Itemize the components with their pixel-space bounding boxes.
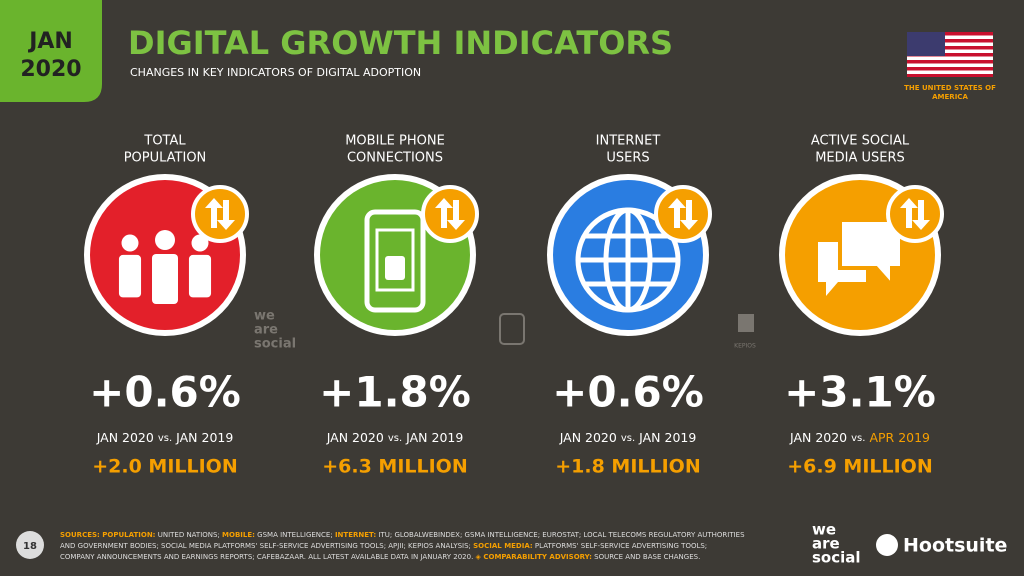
- change-arrows: [900, 198, 930, 230]
- icon-part: [364, 209, 426, 313]
- period-vs: vs.: [851, 433, 865, 444]
- icon-part: [188, 254, 212, 298]
- absolute-change: +2.0 MILLION: [92, 456, 238, 478]
- indicator-label: MEDIA USERS: [815, 151, 905, 166]
- icon-part: [191, 234, 209, 252]
- change-value: +0.6%: [89, 368, 241, 417]
- indicator-label: TOTAL: [143, 134, 186, 149]
- sources-segment: UNITED NATIONS;: [155, 531, 222, 539]
- change-arrows: [668, 198, 698, 230]
- sources-segment: SOURCES: POPULATION:: [60, 531, 156, 539]
- period-to: JAN 2019: [405, 430, 463, 445]
- flag: [907, 32, 993, 77]
- change-value: +3.1%: [784, 368, 936, 417]
- logo: are: [812, 535, 840, 553]
- period-from: JAN 2020: [559, 430, 617, 445]
- period-from: JAN 2020: [789, 430, 847, 445]
- absolute-change: +6.3 MILLION: [322, 456, 468, 478]
- change-badge: [421, 185, 479, 243]
- badge-year: 2020: [20, 57, 81, 82]
- date-badge: [0, 0, 102, 102]
- hootsuite-owl: [876, 534, 898, 556]
- change-arrows: [435, 198, 465, 230]
- sources-segment: ◈ COMPARABILITY ADVISORY:: [476, 553, 593, 561]
- icon-part: [121, 234, 139, 252]
- badge-month: JAN: [27, 29, 73, 54]
- sources-line: COMPANY ANNOUNCEMENTS AND EARNINGS REPOR…: [60, 553, 700, 561]
- period-from: JAN 2020: [326, 430, 384, 445]
- page-circle: [16, 531, 44, 559]
- indicator-label: ACTIVE SOCIAL: [811, 134, 910, 149]
- kepios-icon: [738, 314, 754, 332]
- change-badge: [654, 185, 712, 243]
- icon-part: [155, 230, 175, 250]
- period-from: JAN 2020: [96, 430, 154, 445]
- sources-segment: GSMA INTELLIGENCE;: [255, 531, 335, 539]
- sources-segment: SOCIAL MEDIA:: [473, 542, 533, 550]
- watermark: social: [254, 337, 296, 352]
- indicator-label: POPULATION: [124, 151, 207, 166]
- icon-part: [375, 228, 415, 292]
- sources-segment: COMPANY ANNOUNCEMENTS AND EARNINGS REPOR…: [60, 553, 476, 561]
- logo: we: [812, 521, 836, 539]
- logo: social: [812, 549, 861, 567]
- indicator: INTERNET USERS +0.6% JAN 2020 vs. JAN 2019 +1.…: [547, 134, 712, 478]
- period-to: JAN 2019: [175, 430, 233, 445]
- watermark: KEPIOS: [734, 343, 756, 350]
- sources-segment: SOURCE AND BASE CHANGES.: [592, 553, 700, 561]
- period: JAN 2020 vs. JAN 2019: [96, 430, 234, 445]
- country: AMERICA: [932, 93, 968, 101]
- logo: Hootsuite: [903, 535, 1007, 557]
- period: JAN 2020 vs. JAN 2019: [326, 430, 464, 445]
- sources-segment: PLATFORMS' SELF-SERVICE ADVERTISING TOOL…: [533, 542, 707, 550]
- indicator-label: USERS: [606, 151, 649, 166]
- period-to: JAN 2019: [638, 430, 696, 445]
- indicator: MOBILE PHONE CONNECTIONS +1.8% JAN 2020 vs. J…: [314, 134, 479, 478]
- indicator-label: CONNECTIONS: [347, 151, 443, 166]
- period-vs: vs.: [621, 433, 635, 444]
- period: JAN 2020 vs. APR 2019: [789, 430, 930, 445]
- sources-segment: INTERNET:: [335, 531, 376, 539]
- period-vs: vs.: [158, 433, 172, 444]
- absolute-change: +6.9 MILLION: [787, 456, 933, 478]
- owl-watermark: [499, 313, 525, 345]
- sources-segment: AND GOVERNMENT BODIES; SOCIAL MEDIA PLAT…: [60, 542, 473, 550]
- subtitle: CHANGES IN KEY INDICATORS OF DIGITAL ADO…: [130, 66, 421, 79]
- indicator: TOTAL POPULATION +0.6% JAN 2020 vs. JAN 2019 +…: [84, 134, 249, 478]
- icon-part: [152, 254, 178, 304]
- change-badge: [191, 185, 249, 243]
- period: JAN 2020 vs. JAN 2019: [559, 430, 697, 445]
- country: THE UNITED STATES OF: [904, 84, 996, 92]
- watermark: are: [254, 323, 278, 338]
- period-to: APR 2019: [869, 430, 930, 445]
- sources-line: AND GOVERNMENT BODIES; SOCIAL MEDIA PLAT…: [60, 542, 707, 550]
- change-arrows: [205, 198, 235, 230]
- sources-segment: MOBILE:: [222, 531, 255, 539]
- change-value: +0.6%: [552, 368, 704, 417]
- period-vs: vs.: [388, 433, 402, 444]
- indicator-label: MOBILE PHONE: [345, 134, 445, 149]
- absolute-change: +1.8 MILLION: [555, 456, 701, 478]
- icon-part: [385, 256, 405, 280]
- indicator: ACTIVE SOCIAL MEDIA USERS +3.1% JAN 2020 vs.…: [779, 134, 944, 478]
- change-value: +1.8%: [319, 368, 471, 417]
- page-number: 18: [23, 541, 37, 552]
- sources-segment: ITU; GLOBALWEBINDEX; GSMA INTELLIGENCE; …: [376, 531, 745, 539]
- sources-line: SOURCES: POPULATION: UNITED NATIONS; MOB…: [60, 531, 745, 539]
- indicator-label: INTERNET: [596, 134, 661, 149]
- watermark: we: [254, 309, 275, 324]
- icon-part: [118, 254, 142, 298]
- change-badge: [886, 185, 944, 243]
- title: DIGITAL GROWTH INDICATORS: [128, 24, 673, 62]
